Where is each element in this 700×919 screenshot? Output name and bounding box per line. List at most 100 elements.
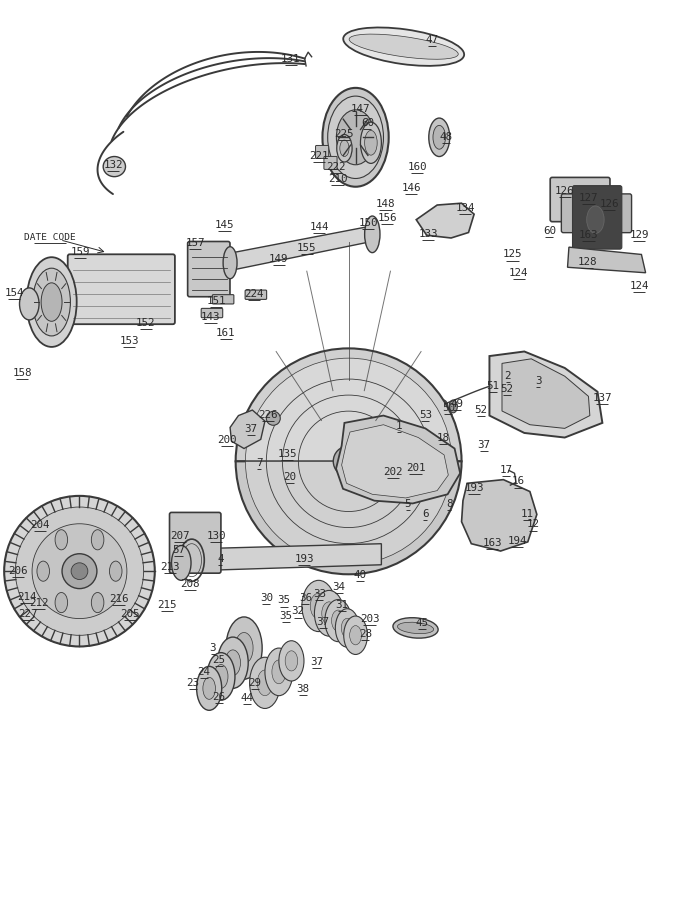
Text: 40: 40 xyxy=(354,570,366,580)
Text: 201: 201 xyxy=(406,463,426,472)
Text: 216: 216 xyxy=(108,594,128,604)
Ellipse shape xyxy=(439,400,447,413)
Polygon shape xyxy=(461,480,537,551)
FancyBboxPatch shape xyxy=(188,242,230,297)
Text: 207: 207 xyxy=(170,531,190,541)
Ellipse shape xyxy=(344,616,368,654)
Text: 5: 5 xyxy=(405,499,411,509)
Circle shape xyxy=(71,562,88,580)
Text: 157: 157 xyxy=(186,237,205,247)
Text: 133: 133 xyxy=(419,230,438,239)
Ellipse shape xyxy=(218,637,248,688)
Text: 37: 37 xyxy=(310,657,323,667)
Ellipse shape xyxy=(265,648,293,696)
Circle shape xyxy=(333,446,364,477)
Text: 2: 2 xyxy=(504,371,511,381)
Text: 124: 124 xyxy=(509,267,528,278)
Ellipse shape xyxy=(429,118,449,156)
Ellipse shape xyxy=(340,140,349,156)
Text: 204: 204 xyxy=(30,520,50,530)
Text: 126: 126 xyxy=(555,187,575,197)
Text: 125: 125 xyxy=(503,249,522,259)
Ellipse shape xyxy=(214,664,228,688)
FancyBboxPatch shape xyxy=(68,255,175,324)
Ellipse shape xyxy=(37,562,50,581)
Ellipse shape xyxy=(172,546,191,580)
Text: 60: 60 xyxy=(361,118,374,128)
FancyBboxPatch shape xyxy=(169,513,221,573)
Text: 52: 52 xyxy=(500,384,513,394)
Text: 129: 129 xyxy=(629,231,649,240)
Text: 225: 225 xyxy=(335,129,354,139)
Text: 28: 28 xyxy=(359,630,372,640)
Text: 153: 153 xyxy=(119,335,139,346)
Ellipse shape xyxy=(323,88,388,187)
Text: 212: 212 xyxy=(29,598,49,608)
Text: 38: 38 xyxy=(296,685,309,694)
Ellipse shape xyxy=(328,96,384,178)
Text: 163: 163 xyxy=(482,538,502,548)
Ellipse shape xyxy=(250,657,280,709)
Ellipse shape xyxy=(103,156,125,176)
Text: 1: 1 xyxy=(395,421,402,431)
Ellipse shape xyxy=(235,632,253,664)
Text: 8: 8 xyxy=(446,499,452,509)
Text: 135: 135 xyxy=(277,449,297,459)
Circle shape xyxy=(62,554,97,588)
Text: 23: 23 xyxy=(187,678,199,687)
Text: 161: 161 xyxy=(216,328,236,338)
Ellipse shape xyxy=(55,529,68,550)
Text: 30: 30 xyxy=(260,593,273,603)
FancyBboxPatch shape xyxy=(316,145,329,158)
Text: 37: 37 xyxy=(244,425,258,435)
Text: 151: 151 xyxy=(206,296,226,306)
FancyBboxPatch shape xyxy=(324,156,337,169)
FancyBboxPatch shape xyxy=(245,290,267,300)
Ellipse shape xyxy=(343,28,464,66)
Text: 215: 215 xyxy=(158,600,177,610)
Text: 194: 194 xyxy=(508,536,527,546)
Text: 214: 214 xyxy=(17,592,36,602)
Text: 37: 37 xyxy=(316,617,329,627)
Ellipse shape xyxy=(325,599,351,641)
Text: 127: 127 xyxy=(579,193,598,203)
Text: 18: 18 xyxy=(437,433,450,443)
Text: 206: 206 xyxy=(8,566,28,576)
Text: 4: 4 xyxy=(217,554,223,564)
Text: 45: 45 xyxy=(415,618,428,629)
Text: 51: 51 xyxy=(486,381,499,391)
Ellipse shape xyxy=(226,617,262,679)
Text: 16: 16 xyxy=(512,476,524,486)
Text: 60: 60 xyxy=(543,226,556,235)
Text: 224: 224 xyxy=(244,289,263,299)
Polygon shape xyxy=(568,247,645,273)
Text: 193: 193 xyxy=(464,482,484,493)
Text: 6: 6 xyxy=(422,509,428,519)
Text: 130: 130 xyxy=(206,531,226,541)
Text: 208: 208 xyxy=(181,579,200,589)
Ellipse shape xyxy=(398,622,433,633)
Ellipse shape xyxy=(332,610,345,631)
Ellipse shape xyxy=(197,666,222,710)
Ellipse shape xyxy=(587,206,604,233)
Text: 150: 150 xyxy=(358,219,378,228)
Text: 210: 210 xyxy=(328,175,347,185)
Text: 144: 144 xyxy=(309,222,329,232)
Ellipse shape xyxy=(342,618,353,638)
Text: 20: 20 xyxy=(284,471,297,482)
Ellipse shape xyxy=(335,608,359,647)
Text: 205: 205 xyxy=(120,609,140,619)
Ellipse shape xyxy=(20,288,39,320)
Text: 155: 155 xyxy=(297,243,316,253)
FancyBboxPatch shape xyxy=(561,194,631,233)
Text: DATE CODE: DATE CODE xyxy=(25,233,76,243)
Text: 128: 128 xyxy=(578,256,597,267)
Text: 203: 203 xyxy=(360,614,379,624)
Ellipse shape xyxy=(91,593,104,613)
Text: 24: 24 xyxy=(197,667,210,677)
Text: 160: 160 xyxy=(407,162,427,172)
Text: 26: 26 xyxy=(212,692,225,701)
Text: 221: 221 xyxy=(309,151,328,161)
Text: 48: 48 xyxy=(440,132,453,142)
Ellipse shape xyxy=(225,650,241,675)
